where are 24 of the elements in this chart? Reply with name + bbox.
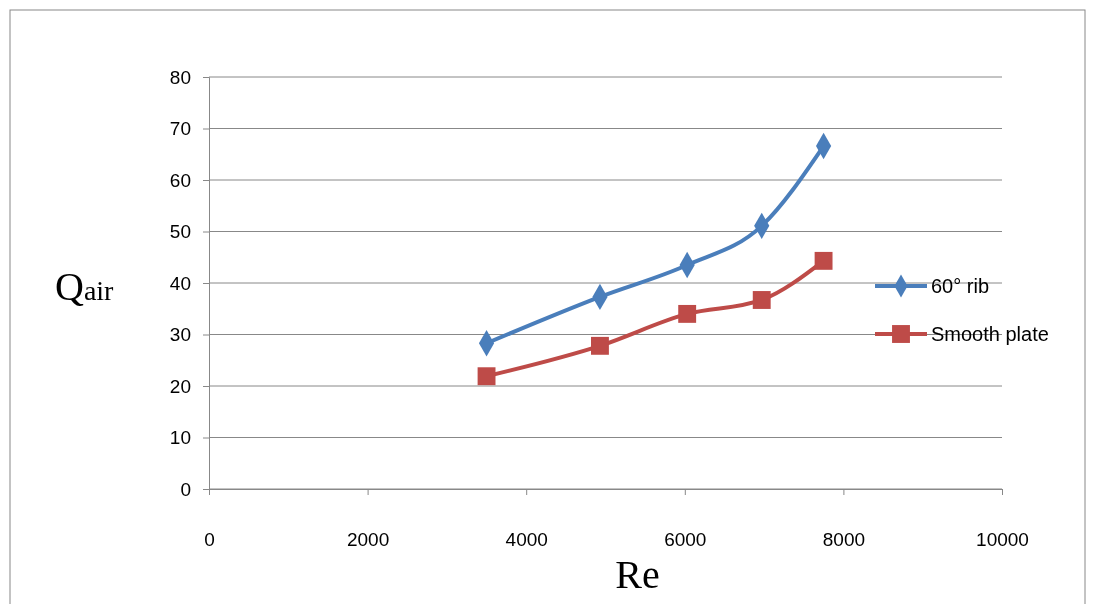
point <box>678 304 697 323</box>
y-tick-label: 50 <box>169 221 191 243</box>
x-tick-label: 10000 <box>976 529 1029 551</box>
y-tick-label: 70 <box>169 118 191 140</box>
y-tick-label: 80 <box>169 66 191 88</box>
y-tick-label: 10 <box>169 427 191 449</box>
x-tick-label: 2000 <box>346 529 390 551</box>
x-tick-label: 6000 <box>664 529 707 551</box>
x-axis-title: Re <box>615 552 660 597</box>
point <box>752 291 771 309</box>
y-tick-label: 40 <box>169 272 191 294</box>
y-tick-label: 30 <box>169 324 191 346</box>
point <box>591 336 609 355</box>
y-tick-label: 60 <box>169 169 191 191</box>
y-tick-label: 20 <box>169 375 191 397</box>
x-tick-label: 4000 <box>505 529 548 551</box>
legend-label: 60° rib <box>931 275 990 297</box>
y-axis-title: Qair <box>55 264 115 309</box>
point <box>477 367 496 386</box>
y-tick-label: 0 <box>180 478 191 500</box>
legend-label: Smooth plate <box>931 323 1049 345</box>
point <box>814 251 833 270</box>
x-tick-label: 8000 <box>822 529 866 551</box>
x-tick-label: 0 <box>204 529 215 551</box>
